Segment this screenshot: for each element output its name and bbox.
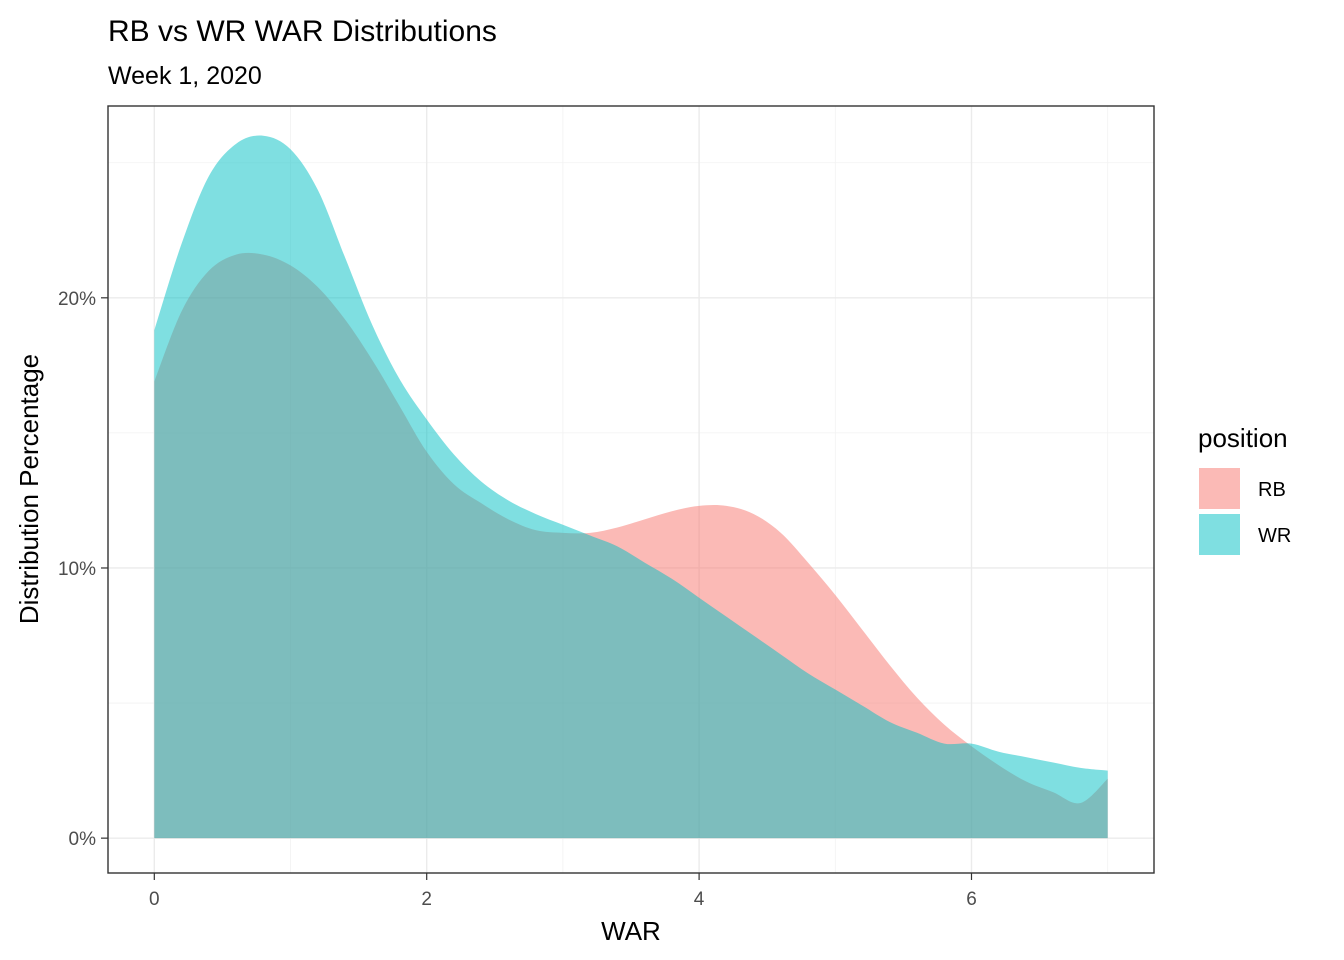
x-tick-label: 4 [694, 889, 705, 910]
legend-key-rb [1199, 468, 1240, 509]
x-tick-label: 2 [421, 889, 432, 910]
legend-label-wr: WR [1258, 525, 1291, 547]
y-tick-label: 10% [58, 559, 96, 580]
y-tick-label: 0% [69, 829, 97, 850]
legend-label-rb: RB [1258, 479, 1286, 501]
legend: position RB WR [1198, 423, 1291, 555]
density-area-wr [154, 135, 1108, 839]
y-axis-title: Distribution Percentage [14, 354, 44, 624]
legend-key-wr [1199, 514, 1240, 555]
x-axis: 0 2 4 6 [149, 873, 977, 910]
legend-items: RB WR [1199, 468, 1291, 555]
x-axis-title: WAR [601, 916, 661, 946]
chart-title: RB vs WR WAR Distributions [108, 15, 497, 48]
panel-border [107, 105, 1155, 874]
plot-panel [107, 105, 1155, 874]
x-tick-label: 0 [149, 889, 160, 910]
y-axis: 0% 10% 20% [58, 289, 108, 850]
y-tick-label: 20% [58, 289, 96, 310]
density-areas [154, 135, 1108, 839]
legend-title: position [1198, 423, 1288, 453]
chart-subtitle: Week 1, 2020 [108, 62, 262, 90]
x-tick-label: 6 [966, 889, 977, 910]
